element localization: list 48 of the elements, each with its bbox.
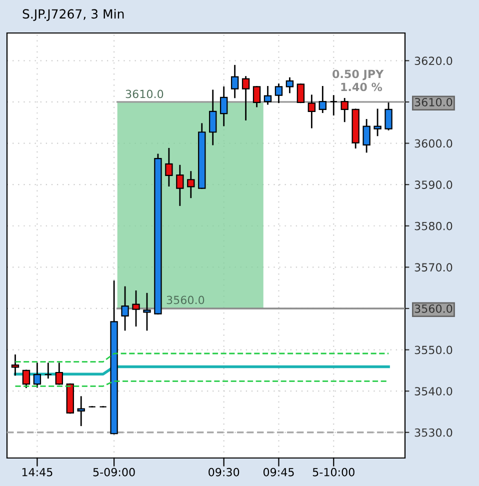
y-tick-label: 3590.0 xyxy=(414,180,452,189)
candlestick xyxy=(165,148,173,187)
chart-title: S.JP.J7267, 3 Min xyxy=(22,8,124,21)
y-tick-label: 3540.0 xyxy=(414,387,452,396)
candlestick xyxy=(264,86,272,105)
y-tick-label: 3550.0 xyxy=(414,346,452,354)
candlestick xyxy=(209,90,217,146)
candlestick xyxy=(286,77,294,94)
candlestick xyxy=(187,171,195,198)
candlestick xyxy=(296,84,305,104)
annotation: 1.40 % xyxy=(341,82,382,92)
candlestick xyxy=(374,108,382,136)
candlestick xyxy=(252,86,261,108)
candlestick xyxy=(220,86,228,126)
candlestick xyxy=(308,94,316,128)
y-tick-label: 3530.0 xyxy=(414,428,452,437)
candlestick xyxy=(22,370,30,388)
annotation: 0.50 JPY xyxy=(332,70,384,80)
x-tick-label: 5-10:00 xyxy=(312,468,354,476)
candlestick xyxy=(55,362,63,385)
candlestick xyxy=(176,164,184,206)
candlestick xyxy=(44,362,52,379)
candlestick xyxy=(77,396,85,426)
candlestick xyxy=(143,292,151,331)
y-tick-label: 3580.0 xyxy=(414,222,452,230)
candlestick xyxy=(242,76,250,120)
candlestick xyxy=(230,64,239,98)
annotation: 3560.0 xyxy=(166,296,204,304)
y-tick-label: 3570.0 xyxy=(414,263,452,272)
y-tick-label: 3600.0 xyxy=(414,139,452,148)
candlestick xyxy=(132,290,140,327)
x-tick-label: 09:30 xyxy=(208,468,240,476)
candlestick xyxy=(274,84,283,104)
candlestick xyxy=(384,102,392,130)
y-tick-label: 3620.0 xyxy=(414,56,452,66)
x-tick-label: 09:45 xyxy=(263,468,294,476)
candlestick xyxy=(11,354,20,376)
x-tick-label: 5-09:00 xyxy=(93,468,135,476)
candlestick xyxy=(33,362,42,388)
candlestick xyxy=(330,95,338,116)
candlestick xyxy=(121,286,129,331)
annotation: 3610.0 xyxy=(126,90,164,98)
x-tick-label: 14:45 xyxy=(22,468,52,476)
y-tick-label: 3560.0 xyxy=(414,304,452,313)
y-tick-label: 3610.0 xyxy=(414,98,452,106)
candlestick xyxy=(362,119,370,153)
candlestick xyxy=(340,98,348,122)
candlestick xyxy=(318,86,327,113)
